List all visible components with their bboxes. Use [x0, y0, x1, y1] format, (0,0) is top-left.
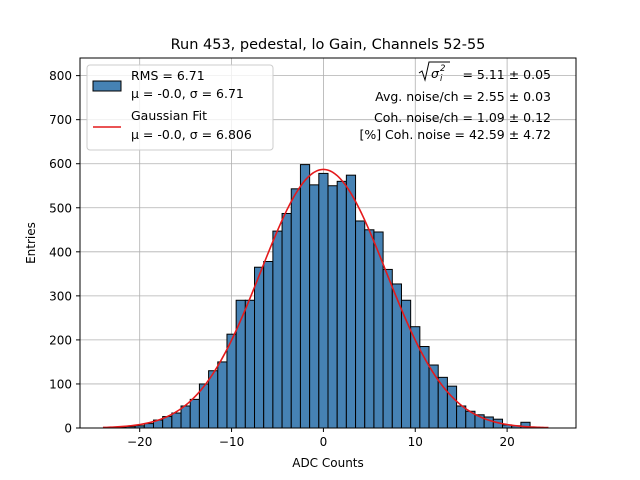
histogram-bar — [299, 164, 311, 429]
y-tick-label: 500 — [49, 201, 72, 215]
histogram-bar — [263, 261, 274, 429]
sqrt-sign — [418, 61, 450, 82]
y-axis-label: Entries — [24, 222, 38, 264]
y-axis-ticks: 0 100 200 300 400 500 600 700 800 — [49, 69, 80, 436]
histogram-bar — [272, 230, 283, 429]
histogram-bar — [345, 174, 357, 429]
histogram-bar — [217, 361, 228, 429]
legend: RMS = 6.71 μ = -0.0, σ = 6.71 Gaussian F… — [86, 64, 274, 151]
sigma-subscript: i — [440, 74, 443, 84]
sigma-superscript: 2 — [440, 64, 445, 74]
y-tick-label: 800 — [49, 69, 72, 83]
fit-layer — [102, 168, 549, 429]
x-tick-label: −20 — [127, 435, 152, 449]
coh-noise-annotation: Coh. noise/ch = 1.09 ± 0.12 — [374, 110, 551, 125]
x-axis-ticks: −20 −10 0 10 20 — [127, 428, 515, 449]
histogram-bar — [364, 229, 375, 429]
legend-hist-label: RMS = 6.71 — [131, 68, 205, 83]
x-tick-label: 20 — [499, 435, 514, 449]
legend-fit-sublabel: μ = -0.0, σ = 6.806 — [131, 127, 252, 142]
histogram-bar — [318, 172, 329, 429]
sigma-symbol: σ — [431, 66, 440, 81]
histogram-bar — [244, 299, 256, 429]
histogram-bar — [327, 185, 338, 429]
sigma-annotation: σ 2 i = 5.11 ± 0.05 — [418, 61, 551, 84]
histogram-bar — [309, 184, 320, 429]
gaussian-fit-line — [102, 168, 549, 429]
x-axis-label: ADC Counts — [292, 456, 364, 470]
legend-fit-label: Gaussian Fit — [131, 108, 207, 123]
x-tick-label: 10 — [408, 435, 423, 449]
y-tick-label: 300 — [49, 289, 72, 303]
y-tick-label: 400 — [49, 245, 72, 259]
histogram-bar — [180, 405, 191, 429]
legend-hist-sublabel: μ = -0.0, σ = 6.71 — [131, 86, 244, 101]
x-tick-label: −10 — [219, 435, 244, 449]
noise-annotations: σ 2 i = 5.11 ± 0.05 Avg. noise/ch = 2.55… — [359, 61, 551, 142]
legend-box — [86, 64, 274, 151]
histogram-bar — [171, 412, 182, 429]
y-tick-label: 600 — [49, 157, 72, 171]
legend-hist-swatch — [92, 80, 122, 92]
y-tick-label: 100 — [49, 377, 72, 391]
histogram-bar — [336, 180, 347, 429]
histogram-bar — [355, 220, 366, 429]
histogram-bar — [456, 405, 467, 429]
histogram-bar — [290, 188, 301, 429]
y-tick-label: 0 — [64, 422, 72, 436]
histogram-bar — [189, 398, 200, 429]
x-tick-label: 0 — [320, 435, 328, 449]
histogram-bar — [254, 266, 265, 429]
avg-noise-annotation: Avg. noise/ch = 2.55 ± 0.03 — [375, 89, 551, 104]
sigma-value: = 5.11 ± 0.05 — [462, 67, 551, 82]
chart-title: Run 453, pedestal, lo Gain, Channels 52-… — [171, 37, 486, 53]
y-tick-label: 200 — [49, 333, 72, 347]
coh-percent-annotation: [%] Coh. noise = 42.59 ± 4.72 — [359, 127, 551, 142]
plot-frame — [79, 57, 577, 429]
y-tick-label: 700 — [49, 113, 72, 127]
histogram-bar — [281, 212, 292, 429]
histogram-bar — [382, 268, 393, 429]
histogram-bar — [437, 376, 448, 429]
